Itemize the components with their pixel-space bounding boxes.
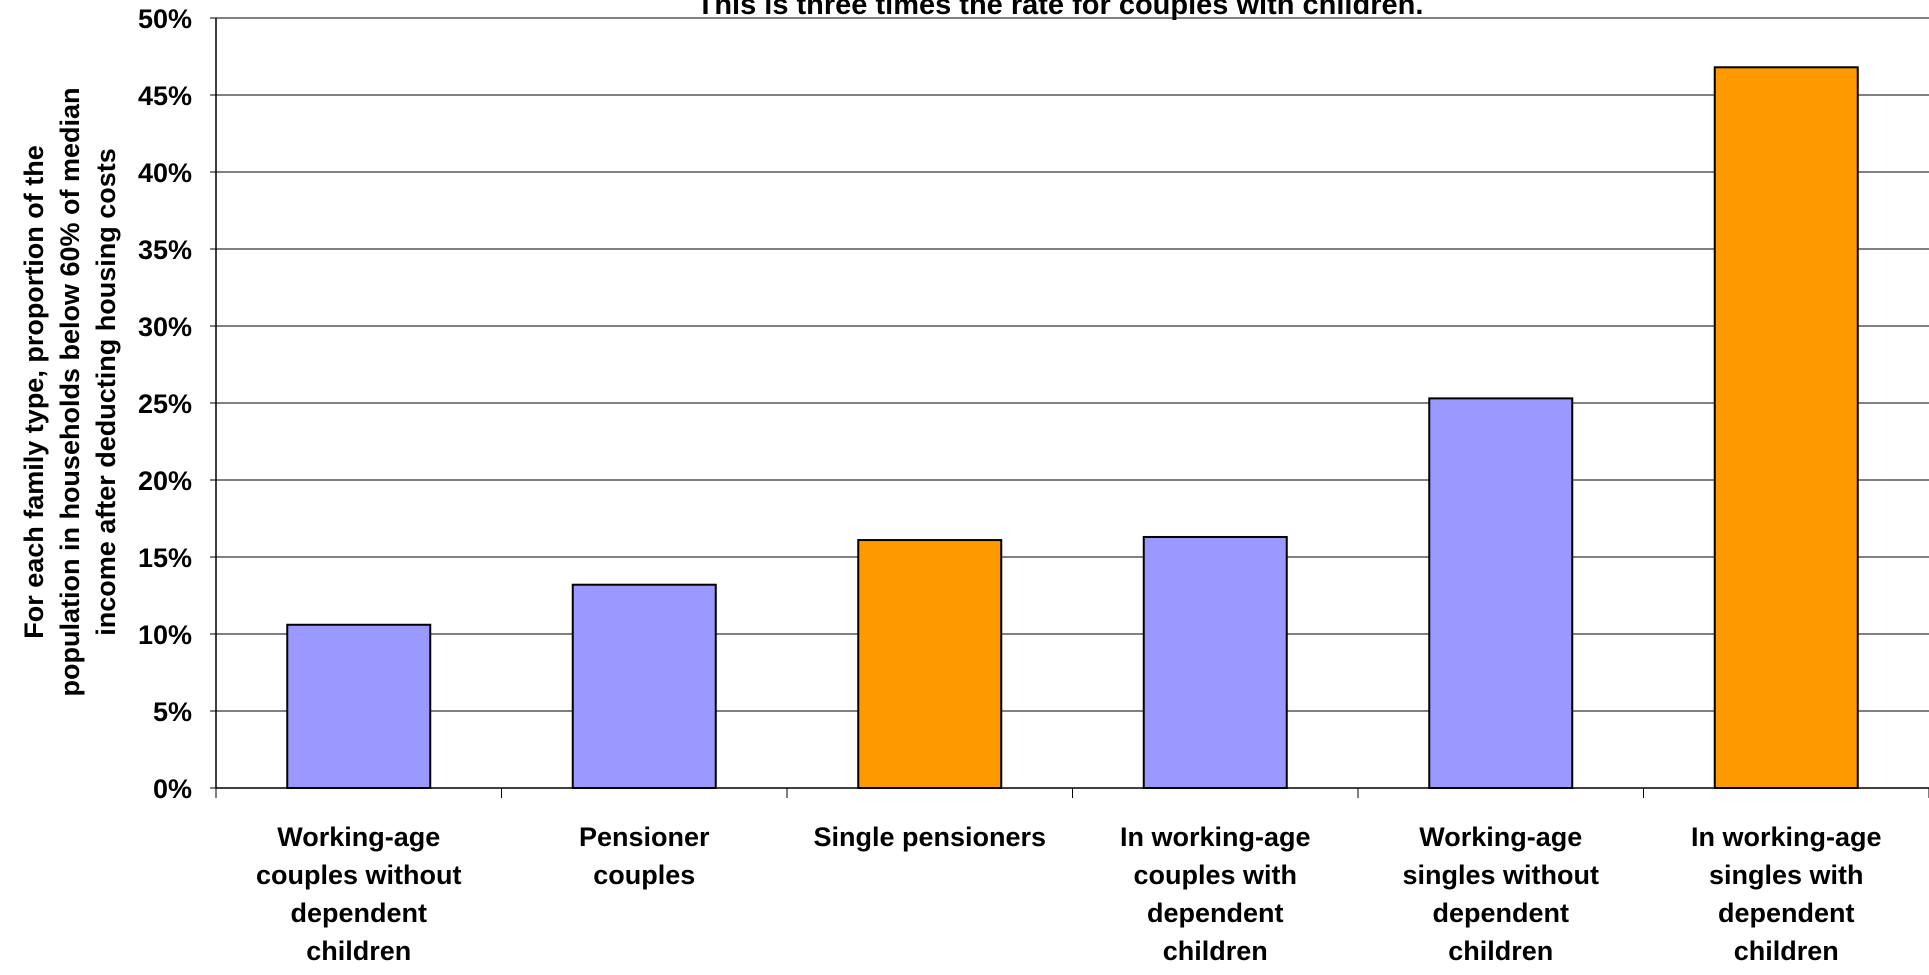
- y-tick-label: 5%: [153, 697, 192, 727]
- x-tick-labels: Working-age couples without dependent child…: [256, 822, 1882, 966]
- x-tick-label: In working-age singles with dependent child…: [1691, 822, 1882, 966]
- y-tick-label: 25%: [138, 389, 192, 419]
- y-axis-label-line: For each family type, proportion of the: [19, 145, 49, 639]
- y-tick-label: 15%: [138, 543, 192, 573]
- y-axis-label-line: income after deducting housing costs: [91, 148, 121, 636]
- bar: [286, 623, 432, 790]
- x-tick-label: Working-age singles without dependent child…: [1402, 822, 1599, 966]
- y-tick-label: 30%: [138, 312, 192, 342]
- x-tick-label: In working-age couples with dependent child…: [1120, 822, 1311, 966]
- bars: [286, 66, 1859, 790]
- y-axis-label-line: population in households below 60% of me…: [55, 87, 85, 696]
- x-tick-label: Working-age couples without dependent child…: [256, 822, 462, 966]
- bar: [1713, 66, 1859, 789]
- x-tick-label: Pensioner couples: [579, 822, 710, 890]
- y-tick-label: 45%: [138, 81, 192, 111]
- x-tick-label: Single pensioners: [813, 822, 1046, 852]
- bar: [1142, 535, 1288, 789]
- y-tick-label: 40%: [138, 158, 192, 188]
- y-tick-label: 10%: [138, 620, 192, 650]
- y-tick-label: 0%: [153, 774, 192, 804]
- y-tick-labels: 0% 5% 10% 15% 20% 25% 30% 35% 40% 45% 50%: [138, 4, 192, 804]
- y-tick-label: 50%: [138, 4, 192, 34]
- y-tick-label: 20%: [138, 466, 192, 496]
- chart-title: This is three times the rate for couples…: [697, 0, 1424, 21]
- y-tick-label: 35%: [138, 235, 192, 265]
- y-axis-label: For each family type, proportion of the p…: [19, 87, 121, 696]
- gridlines: [210, 17, 1929, 789]
- axes: [215, 18, 1929, 798]
- bar: [857, 539, 1003, 789]
- bar: [1428, 397, 1574, 789]
- bar: [571, 583, 717, 789]
